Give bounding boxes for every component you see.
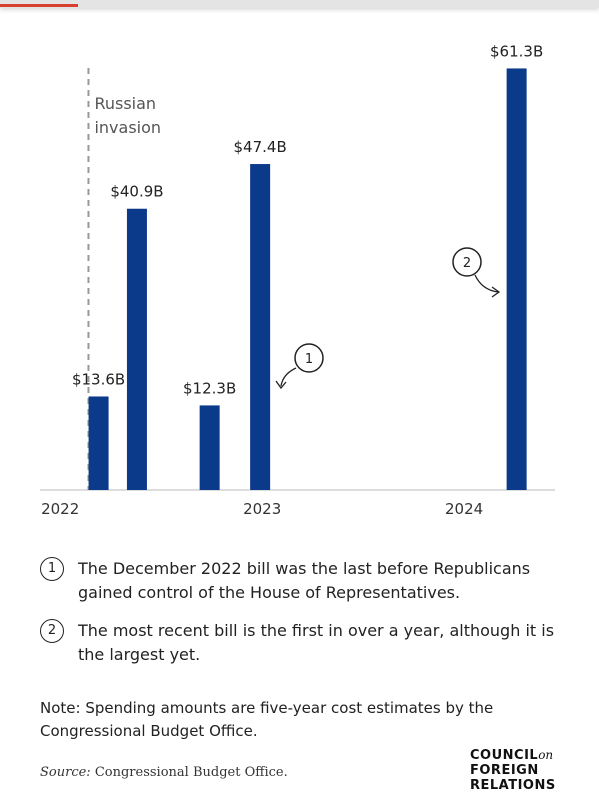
chart: 1 2 2022 2023 2024 Russian invasion $13.6B $40… xyxy=(40,42,555,518)
callout-arrow xyxy=(280,367,297,387)
footnote-text: The December 2022 bill was the last befo… xyxy=(78,559,531,602)
footnote-text: The most recent bill is the first in ove… xyxy=(78,621,555,664)
x-tick-label: 2024 xyxy=(445,500,483,518)
bar xyxy=(250,164,271,490)
footnote-marker: 1 xyxy=(40,557,64,581)
header-bar xyxy=(0,0,599,8)
event-label: Russian xyxy=(94,94,156,113)
callout-marker: 2 xyxy=(463,256,471,271)
footnote-marker: 2 xyxy=(40,619,64,643)
header-accent xyxy=(0,4,78,7)
bar xyxy=(88,396,109,490)
value-label: $12.3B xyxy=(183,379,236,397)
value-label: $40.9B xyxy=(110,183,163,201)
callout-arrowhead xyxy=(491,286,501,298)
bar xyxy=(506,68,527,491)
footnote: 1 The December 2022 bill was the last bef… xyxy=(40,557,560,605)
logo-text: COUNCIL xyxy=(470,748,539,763)
value-label: $13.6B xyxy=(72,370,125,388)
callout-marker: 1 xyxy=(305,352,313,367)
callout-circle xyxy=(294,343,324,373)
logo-text: FOREIGN xyxy=(470,763,539,778)
event-label: invasion xyxy=(94,118,161,137)
bar xyxy=(199,405,220,490)
value-label: $47.4B xyxy=(234,138,287,156)
callout-arrowhead xyxy=(275,380,287,390)
logo: COUNCILon FOREIGN RELATIONS xyxy=(470,748,556,793)
note: Note: Spending amounts are five-year cos… xyxy=(40,699,494,740)
callout-circle xyxy=(452,247,482,277)
source-label: Source: xyxy=(40,765,91,780)
callout-arrow xyxy=(474,274,499,293)
bar xyxy=(126,208,147,491)
logo-text: on xyxy=(538,748,554,762)
footnote: 2 The most recent bill is the first in ov… xyxy=(40,619,560,667)
logo-text: RELATIONS xyxy=(470,778,556,793)
source-text: Congressional Budget Office. xyxy=(94,765,288,780)
source: Source: Congressional Budget Office. xyxy=(40,765,288,780)
x-tick-label: 2022 xyxy=(41,500,79,518)
value-label: $61.3B xyxy=(490,42,543,60)
x-tick-label: 2023 xyxy=(243,500,281,518)
